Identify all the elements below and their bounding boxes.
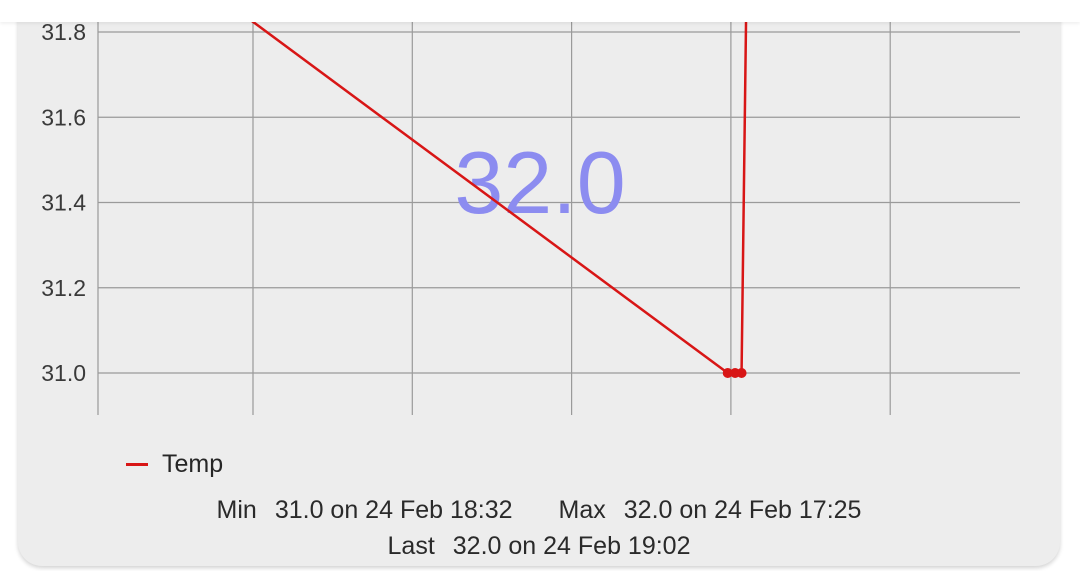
series-temp	[242, 10, 748, 378]
stat-last: Last 32.0 on 24 Feb 19:02	[388, 528, 691, 564]
stats-line-2: Last 32.0 on 24 Feb 19:02	[18, 528, 1060, 564]
y-tick-label: 31.0	[41, 360, 86, 386]
y-tick-label: 31.2	[41, 275, 86, 301]
stat-max-label: Max	[558, 496, 606, 524]
current-value-overlay: 32.0	[454, 133, 625, 232]
stat-last-value: 32.0 on 24 Feb 19:02	[452, 532, 691, 560]
stat-min-value: 31.0 on 24 Feb 18:32	[274, 496, 513, 524]
stat-last-label: Last	[387, 532, 435, 560]
y-tick-label: 31.6	[41, 104, 86, 130]
legend-label-temp: Temp	[162, 449, 224, 478]
stat-min-label: Min	[216, 496, 257, 524]
stats-summary: Min 31.0 on 24 Feb 18:32 Max 32.0 on 24 …	[18, 492, 1060, 564]
stat-max-value: 32.0 on 24 Feb 17:25	[623, 496, 862, 524]
y-tick-label: 31.4	[41, 190, 86, 216]
legend: Temp	[126, 448, 223, 480]
data-point	[722, 368, 733, 378]
stat-min: Min 31.0 on 24 Feb 18:32	[217, 492, 513, 528]
y-tick-label: 31.8	[41, 19, 86, 45]
stat-max: Max 32.0 on 24 Feb 17:25	[559, 492, 862, 528]
data-point	[736, 368, 747, 378]
y-axis-ticks: 31.8 31.6 31.4 31.2 31.0	[41, 19, 86, 386]
top-strip	[0, 0, 1080, 22]
stats-line-1: Min 31.0 on 24 Feb 18:32 Max 32.0 on 24 …	[18, 492, 1060, 528]
legend-swatch-temp	[126, 462, 148, 466]
grid	[97, 0, 1020, 415]
